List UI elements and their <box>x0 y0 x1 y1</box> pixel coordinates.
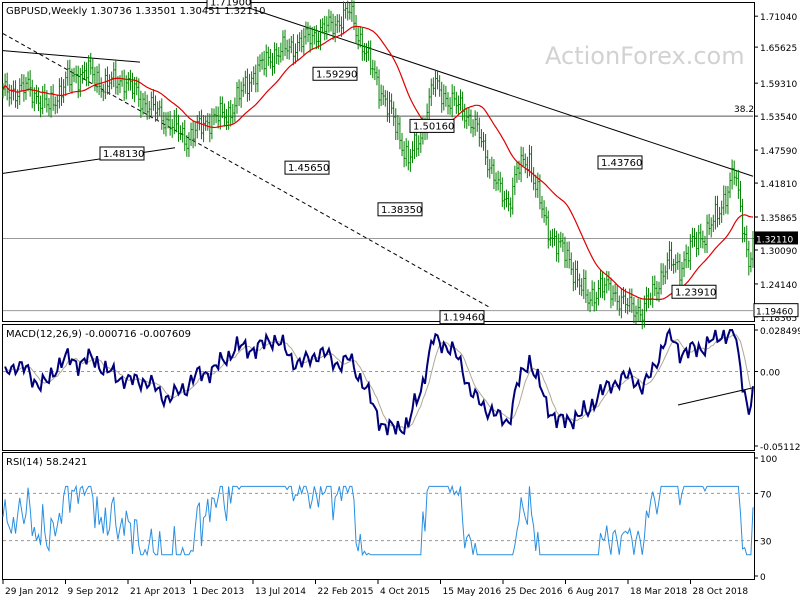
macd-panel-frame <box>2 324 755 451</box>
rsi-panel-frame <box>2 452 755 580</box>
price-annotation-box <box>671 284 717 299</box>
price-tick-label: 1.59310 <box>760 80 797 90</box>
x-axis-label: 25 Dec 2016 <box>505 587 563 597</box>
price-annotation-box <box>284 160 330 175</box>
watermark: ActionForex.com <box>545 42 745 70</box>
price-annotation-box <box>206 0 252 9</box>
rsi-line <box>2 484 754 557</box>
price-annotation-label: 1.48130 <box>103 149 144 160</box>
macd-tick-label: 0.028499 <box>760 327 800 337</box>
price-tick-label: 1.35865 <box>760 214 797 224</box>
price-annotation-box <box>439 310 485 325</box>
price-tick-label: 1.30090 <box>760 247 797 257</box>
macd-tick-label: -0.051125 <box>760 443 800 453</box>
price-tick-label: 1.41810 <box>760 180 797 190</box>
price-annotation-label: 1.19460 <box>443 313 484 324</box>
x-axis-label: 28 Oct 2018 <box>693 587 749 597</box>
price-annotation-box <box>377 202 423 217</box>
x-axis-label: 6 Aug 2017 <box>568 587 620 597</box>
macd-title: MACD(12,26,9) -0.000716 -0.007609 <box>6 329 191 340</box>
price-tick-label: 1.71040 <box>760 13 797 23</box>
x-axis-label: 9 Sep 2012 <box>68 587 119 597</box>
price-tick-label: 1.24140 <box>760 281 797 291</box>
macd-line <box>4 327 754 436</box>
x-axis-label: 29 Jan 2012 <box>5 587 59 597</box>
triangle-lower-line <box>2 147 176 174</box>
downtrend-line <box>239 4 754 177</box>
price-tick-label: 1.65625 <box>760 44 797 54</box>
x-axis-label: 22 Feb 2015 <box>318 587 374 597</box>
price-tick-label: 1.47590 <box>760 147 797 157</box>
macd-tick-label: 0.00 <box>760 369 780 379</box>
price-annotation-label: 1.71900 <box>210 0 251 8</box>
rsi-tick-label: 0 <box>760 573 766 583</box>
price-annotation-label: 1.50160 <box>413 121 454 132</box>
support-tag <box>753 303 799 318</box>
moving-average-line <box>2 25 754 301</box>
x-axis-label: 4 Oct 2015 <box>380 587 430 597</box>
price-annotation-box <box>99 146 145 161</box>
price-annotation-label: 1.43760 <box>601 158 642 169</box>
macd-support-line <box>677 387 753 406</box>
price-annotation-label: 1.59290 <box>316 69 357 80</box>
rsi-title: RSI(14) 58.2421 <box>6 457 87 468</box>
rsi-tick-label: 30 <box>760 538 772 548</box>
current-price-tag-label: 1.32110 <box>756 235 793 245</box>
macd-signal-line <box>4 334 754 430</box>
price-annotation-label: 1.45650 <box>288 163 329 174</box>
price-annotation-label: 1.38350 <box>381 205 422 216</box>
x-axis-label: 15 May 2016 <box>443 587 502 597</box>
price-title: GBPUSD,Weekly 1.30736 1.33501 1.30451 1.… <box>6 6 265 17</box>
price-tick-label: 1.53540 <box>760 113 797 123</box>
x-axis-label: 21 Apr 2013 <box>130 587 186 597</box>
dashed-trendline <box>2 33 491 309</box>
triangle-upper-line <box>2 50 141 63</box>
x-axis-label: 1 Dec 2013 <box>193 587 245 597</box>
price-tick-label: 1.18365 <box>760 314 797 324</box>
price-annotation-box <box>597 155 643 170</box>
rsi-tick-label: 100 <box>760 455 777 465</box>
x-axis-label: 13 Jul 2014 <box>255 587 306 597</box>
rsi-tick-label: 70 <box>760 490 772 500</box>
current-price-tag <box>754 231 798 245</box>
support-tag-label: 1.19460 <box>756 308 793 318</box>
fib-label: 38.2 <box>734 105 754 115</box>
price-annotation-box <box>409 118 455 133</box>
price-annotation-label: 1.23910 <box>675 287 716 298</box>
price-annotation-box <box>312 66 358 81</box>
x-axis-label: 18 Mar 2018 <box>630 587 687 597</box>
